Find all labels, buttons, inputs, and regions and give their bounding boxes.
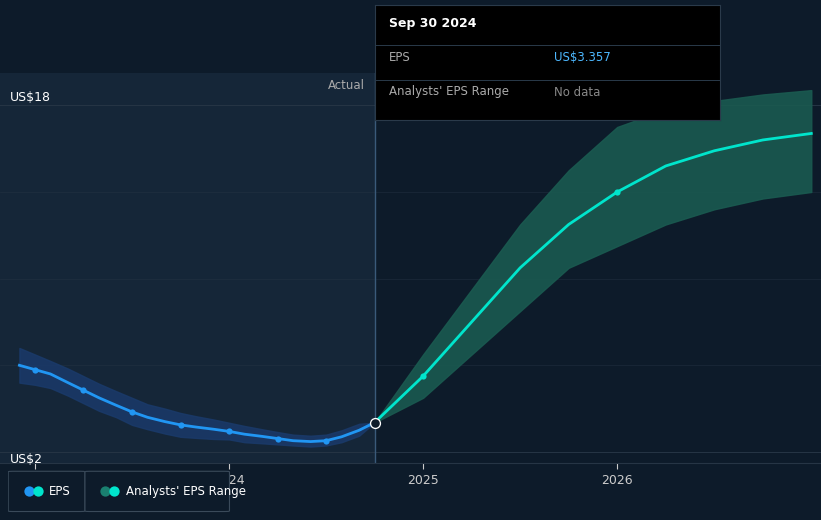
Point <box>77 386 90 394</box>
Text: Analysts Forecasts: Analysts Forecasts <box>384 80 494 93</box>
FancyBboxPatch shape <box>8 471 85 512</box>
Point <box>368 419 381 427</box>
Point <box>368 419 381 427</box>
Point <box>31 487 44 496</box>
Bar <box>0 73 374 463</box>
Text: Sep 30 2024: Sep 30 2024 <box>389 17 476 30</box>
Point <box>319 437 333 445</box>
Text: US$2: US$2 <box>10 453 43 466</box>
FancyBboxPatch shape <box>85 471 230 512</box>
Point <box>271 434 284 443</box>
Point <box>99 487 112 496</box>
Point <box>108 487 121 496</box>
Text: Actual: Actual <box>328 80 365 93</box>
Point <box>611 188 624 196</box>
Text: Analysts' EPS Range: Analysts' EPS Range <box>126 485 245 498</box>
Point <box>174 421 187 429</box>
Text: US$3.357: US$3.357 <box>554 51 611 64</box>
Text: Analysts' EPS Range: Analysts' EPS Range <box>389 85 509 98</box>
Text: No data: No data <box>554 85 601 98</box>
Text: EPS: EPS <box>389 51 410 64</box>
Point <box>126 408 139 416</box>
Point <box>22 487 35 496</box>
Point <box>222 427 236 436</box>
Point <box>29 366 42 374</box>
Text: US$18: US$18 <box>10 91 51 104</box>
Point <box>416 372 429 380</box>
Text: EPS: EPS <box>49 485 71 498</box>
